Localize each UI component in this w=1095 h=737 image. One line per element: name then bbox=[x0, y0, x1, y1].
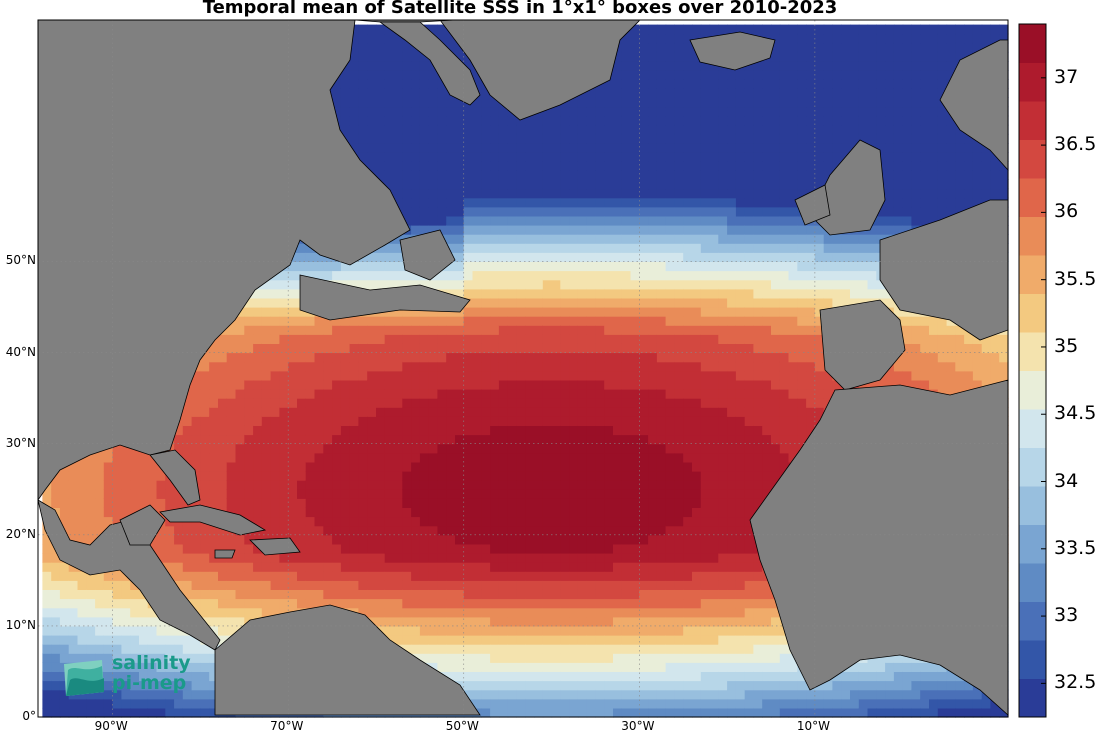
colorbar-segment bbox=[1019, 255, 1046, 294]
labrador-islands bbox=[299, 274, 471, 321]
north-america bbox=[37, 19, 411, 502]
colorbar-segment bbox=[1019, 178, 1046, 217]
colorbar-segment bbox=[1019, 24, 1046, 63]
colorbar-tick-label: 36.5 bbox=[1054, 133, 1095, 156]
newfoundland bbox=[399, 229, 456, 281]
colorbar-segment bbox=[1019, 216, 1046, 256]
colorbar-segment bbox=[1019, 293, 1046, 333]
map-frame bbox=[37, 19, 1009, 718]
cuba bbox=[159, 504, 267, 536]
colorbar-tick-label: 37 bbox=[1054, 65, 1079, 88]
logo-line1: salinity bbox=[112, 652, 191, 674]
colorbar-tick-label: 33.5 bbox=[1054, 536, 1095, 559]
colorbar-segment bbox=[1019, 409, 1046, 448]
colorbar-segment bbox=[1019, 563, 1046, 602]
colorbar-segment bbox=[1019, 524, 1046, 564]
colorbar-segment bbox=[1019, 486, 1046, 525]
logo-line2: pi-mep bbox=[112, 672, 187, 694]
south-america bbox=[214, 604, 481, 716]
map-title: Temporal mean of Satellite SSS in 1°x1° … bbox=[202, 0, 838, 18]
latitude-label: 10°N bbox=[5, 617, 36, 632]
iberia bbox=[819, 299, 906, 391]
colorbar-segment bbox=[1019, 332, 1046, 371]
colorbar-segment bbox=[1019, 601, 1046, 641]
jamaica bbox=[214, 549, 236, 559]
iceland bbox=[689, 31, 776, 71]
colorbar-tick-label: 35 bbox=[1054, 334, 1079, 357]
yucatan bbox=[119, 504, 166, 546]
greenland-south bbox=[378, 21, 481, 106]
colorbar-segment bbox=[1019, 678, 1046, 718]
colorbar-tick-label: 34 bbox=[1054, 469, 1079, 492]
colorbar-tick-label: 34.5 bbox=[1054, 402, 1095, 425]
colorbar-segment bbox=[1019, 640, 1046, 679]
longitude-label: 50°W bbox=[445, 719, 479, 733]
colorbar-tick-label: 33 bbox=[1054, 604, 1079, 627]
latitude-label: 0° bbox=[22, 709, 36, 723]
colorbar-segment bbox=[1019, 139, 1046, 179]
colorbar-frame bbox=[1018, 23, 1047, 718]
europe-mainland bbox=[879, 199, 1009, 341]
longitude-label: 10°W bbox=[796, 719, 831, 733]
graticule bbox=[38, 20, 1008, 717]
colorbar bbox=[1018, 23, 1047, 718]
land-masses bbox=[37, 19, 1009, 716]
hispaniola bbox=[249, 537, 301, 556]
latitude-label: 40°N bbox=[5, 344, 36, 359]
longitude-label: 90°W bbox=[94, 719, 128, 733]
pimep-logo: salinity pi-mep bbox=[62, 653, 191, 704]
latitude-label: 20°N bbox=[5, 526, 36, 541]
florida bbox=[149, 449, 201, 506]
colorbar-tick-label: 35.5 bbox=[1054, 267, 1095, 290]
latitude-label: 50°N bbox=[5, 253, 36, 268]
colorbar-segment bbox=[1019, 62, 1046, 102]
colorbar-segment bbox=[1019, 101, 1046, 140]
latitude-label: 30°N bbox=[5, 435, 36, 450]
colorbar-tick-label: 32.5 bbox=[1054, 671, 1095, 694]
colorbar-segment bbox=[1019, 447, 1046, 487]
longitude-label: 70°W bbox=[270, 719, 304, 733]
colorbar-segment bbox=[1019, 370, 1046, 410]
central-america bbox=[37, 499, 221, 651]
logo-wave-icon bbox=[64, 660, 104, 696]
ireland bbox=[794, 184, 831, 226]
colorbar-tick-label: 36 bbox=[1054, 200, 1079, 223]
longitude-label: 30°W bbox=[621, 719, 655, 733]
